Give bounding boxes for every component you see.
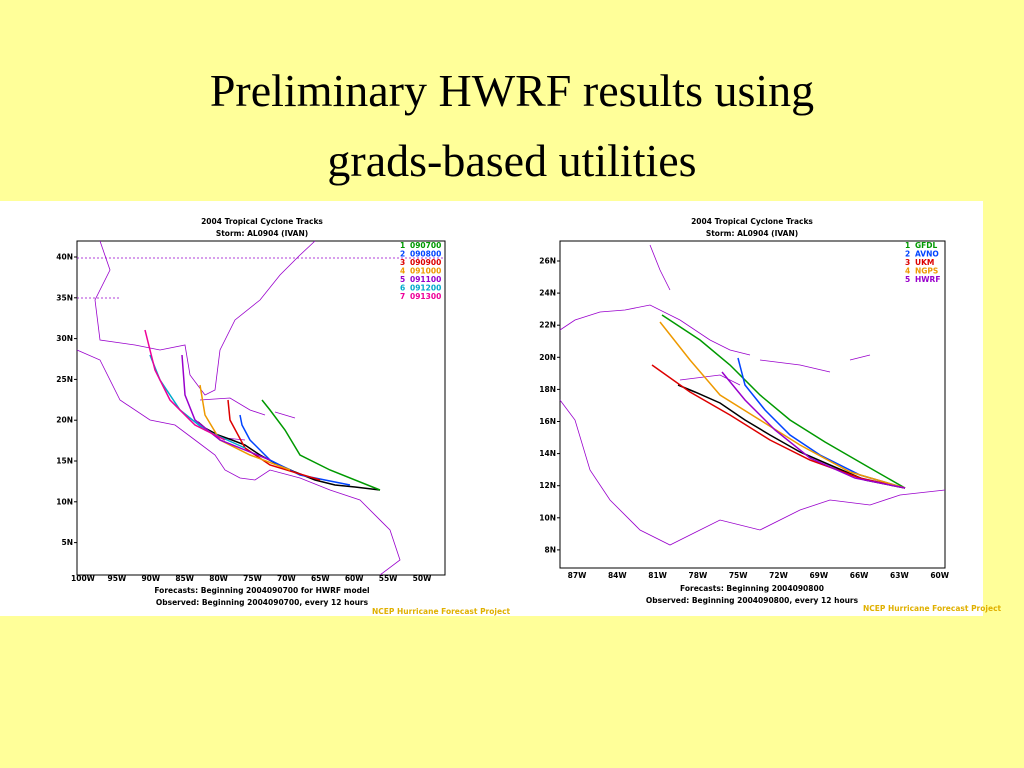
legend-number: 3 <box>905 258 910 267</box>
legend-label: UKM <box>915 258 934 267</box>
legend-number: 1 <box>905 241 910 250</box>
y-tick-label: 40N <box>56 253 73 262</box>
legend-number: 4 <box>400 267 405 276</box>
legend-label: NGPS <box>915 267 938 276</box>
legend-number: 2 <box>905 250 910 259</box>
x-tick-label: 55W <box>379 574 398 583</box>
legend-number: 5 <box>400 275 405 284</box>
legend-number: 3 <box>400 258 405 267</box>
y-tick-label: 8N <box>545 545 557 554</box>
y-tick-label: 35N <box>56 293 73 302</box>
observed-note: Observed: Beginning 2004090700, every 12… <box>156 598 369 607</box>
slide-title: Preliminary HWRF results using <box>210 65 814 116</box>
x-tick-label: 60W <box>345 574 364 583</box>
credit: NCEP Hurricane Forecast Project <box>863 604 1002 613</box>
x-tick-label: 50W <box>413 574 432 583</box>
legend-label: 090900 <box>410 258 441 267</box>
map-title: 2004 Tropical Cyclone Tracks <box>691 217 813 226</box>
x-tick-label: 85W <box>175 574 194 583</box>
x-tick-label: 63W <box>890 571 909 580</box>
y-tick-label: 22N <box>539 321 556 330</box>
legend-label: GFDL <box>915 241 938 250</box>
y-tick-label: 10N <box>539 513 556 522</box>
legend-number: 7 <box>400 292 405 301</box>
legend-number: 6 <box>400 284 405 293</box>
x-tick-label: 90W <box>141 574 160 583</box>
observed-note: Observed: Beginning 2004090800, every 12… <box>646 596 859 605</box>
y-tick-label: 15N <box>56 457 73 466</box>
legend-label: 091300 <box>410 292 441 301</box>
y-tick-label: 14N <box>539 449 556 458</box>
y-tick-label: 24N <box>539 289 556 298</box>
x-tick-label: 84W <box>608 571 627 580</box>
x-tick-label: 75W <box>243 574 262 583</box>
map-title: 2004 Tropical Cyclone Tracks <box>201 217 323 226</box>
y-tick-label: 12N <box>539 481 556 490</box>
legend-label: 091100 <box>410 275 441 284</box>
legend-label: AVNO <box>915 250 939 259</box>
x-tick-label: 65W <box>311 574 330 583</box>
legend-number: 2 <box>400 250 405 259</box>
legend-label: 090700 <box>410 241 441 250</box>
map-subtitle: Storm: AL0904 (IVAN) <box>706 229 798 238</box>
legend-label: HWRF <box>915 275 940 284</box>
x-tick-label: 70W <box>277 574 296 583</box>
y-tick-label: 16N <box>539 417 556 426</box>
x-tick-label: 75W <box>729 571 748 580</box>
map-subtitle: Storm: AL0904 (IVAN) <box>216 229 308 238</box>
x-tick-label: 81W <box>648 571 667 580</box>
legend-number: 4 <box>905 267 910 276</box>
y-tick-label: 5N <box>62 538 74 547</box>
x-tick-label: 60W <box>930 571 949 580</box>
x-tick-label: 95W <box>108 574 127 583</box>
y-tick-label: 10N <box>56 497 73 506</box>
legend-number: 5 <box>905 275 910 284</box>
legend-label: 090800 <box>410 250 441 259</box>
y-tick-label: 25N <box>56 375 73 384</box>
forecast-note: Forecasts: Beginning 2004090700 for HWRF… <box>154 586 369 595</box>
x-tick-label: 69W <box>809 571 828 580</box>
forecast-note: Forecasts: Beginning 2004090800 <box>680 584 824 593</box>
x-tick-label: 78W <box>689 571 708 580</box>
legend-label: 091200 <box>410 284 441 293</box>
x-tick-label: 87W <box>568 571 587 580</box>
map-left <box>76 240 446 576</box>
x-tick-label: 66W <box>850 571 869 580</box>
x-tick-label: 100W <box>71 574 96 583</box>
y-tick-label: 26N <box>539 257 556 266</box>
legend-number: 1 <box>400 241 405 250</box>
x-tick-label: 72W <box>769 571 788 580</box>
y-tick-label: 20N <box>56 416 73 425</box>
slide-title: grads-based utilities <box>327 135 696 186</box>
y-tick-label: 18N <box>539 385 556 394</box>
legend-label: 091000 <box>410 267 441 276</box>
y-tick-label: 20N <box>539 353 556 362</box>
map-right <box>559 240 946 569</box>
y-tick-label: 30N <box>56 334 73 343</box>
x-tick-label: 80W <box>209 574 228 583</box>
credit: NCEP Hurricane Forecast Project <box>372 607 511 616</box>
